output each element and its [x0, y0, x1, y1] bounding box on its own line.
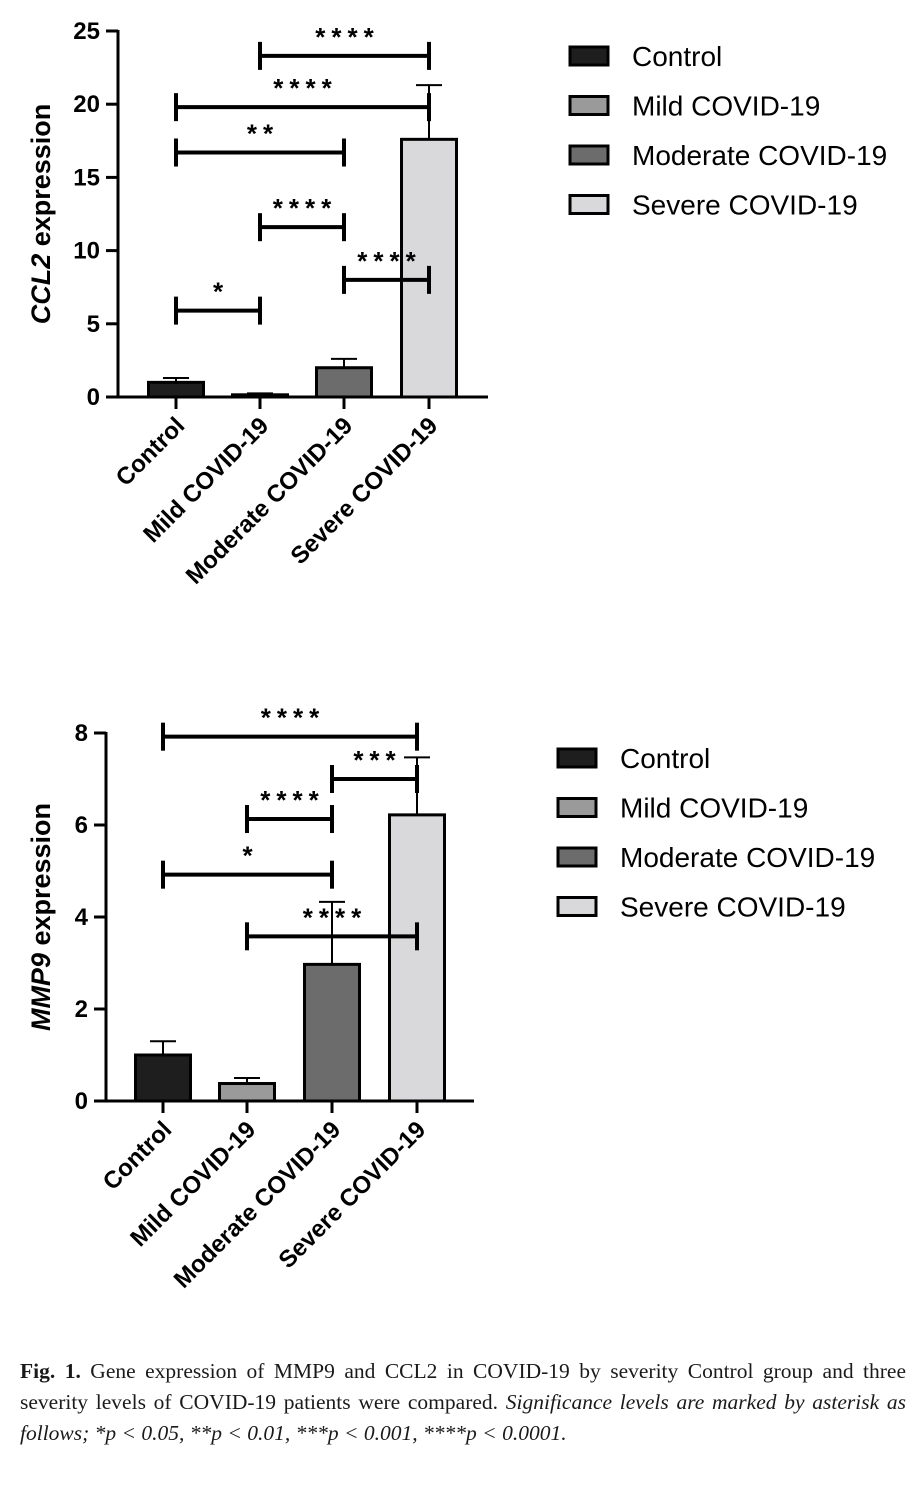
- y-tick-label: 2: [75, 996, 88, 1023]
- legend-swatch-moderate-covid-19: [568, 144, 610, 166]
- y-tick-label: 8: [75, 720, 88, 747]
- x-tick-label: Moderate COVID-19: [169, 1116, 347, 1294]
- y-axis-label-gene: MMP9: [26, 953, 56, 1031]
- mmp9-chart: 0 2 4 6 8 Control Mild COVID-19 Moderate COVID-…: [26, 703, 875, 1294]
- legend-label-control: Control: [620, 743, 710, 774]
- significance-label: ****: [357, 246, 421, 276]
- y-tick-label: 15: [73, 164, 100, 191]
- significance-label: **: [247, 119, 279, 149]
- x-tick-label: Moderate COVID-19: [181, 412, 359, 590]
- y-axis-label: CCL2 expression: [26, 104, 56, 325]
- legend-swatch-severe-covid-19: [568, 194, 610, 215]
- legend-label-mild-covid-19: Mild COVID-19: [620, 793, 808, 824]
- bar-control: [147, 380, 205, 399]
- y-tick-label: 4: [75, 904, 89, 931]
- y-tick-label: 10: [73, 238, 100, 265]
- legend-swatch-moderate-covid-19: [556, 846, 598, 868]
- y-axis-label-suffix: expression: [26, 803, 56, 953]
- legend-label-moderate-covid-19: Moderate COVID-19: [632, 140, 887, 171]
- y-tick-label: 20: [73, 91, 100, 118]
- significance-label: *: [213, 277, 229, 307]
- y-axis-label-suffix: expression: [26, 104, 56, 254]
- legend-swatch-mild-covid-19: [556, 797, 598, 818]
- significance-label: ****: [260, 785, 324, 815]
- legend-swatch-control: [556, 747, 598, 769]
- significance-label: ****: [273, 73, 337, 103]
- significance-label: ****: [273, 193, 337, 223]
- legend-label-severe-covid-19: Severe COVID-19: [632, 190, 858, 221]
- x-tick-label: Control: [98, 1116, 177, 1195]
- bar-moderate-covid-19: [303, 962, 361, 1103]
- significance-label: ****: [315, 22, 379, 52]
- caption-italic: Significance levels are marked by asteri…: [20, 1390, 906, 1445]
- y-axis-label: MMP9 expression: [26, 803, 56, 1031]
- legend-swatch-control: [568, 45, 610, 67]
- significance-label: ****: [303, 902, 367, 932]
- legend-label-control: Control: [632, 41, 722, 72]
- y-tick-label: 6: [75, 812, 88, 839]
- x-tick-label: Control: [111, 412, 190, 491]
- figure-caption: Fig. 1. Gene expression of MMP9 and CCL2…: [20, 1356, 906, 1449]
- ccl2-chart: 0 5 10 15 20 25 Control Mild COVID-19 Moderate C…: [26, 18, 887, 590]
- y-tick-label: 0: [87, 384, 100, 411]
- y-tick-label: 5: [87, 311, 100, 338]
- caption-label: Fig. 1.: [20, 1359, 81, 1383]
- x-tick-label: Severe COVID-19: [273, 1116, 431, 1274]
- bar-control: [134, 1053, 192, 1103]
- bar-moderate-covid-19: [315, 366, 373, 399]
- bar-severe-covid-19: [388, 813, 446, 1103]
- x-tick-label: Severe COVID-19: [285, 412, 443, 570]
- legend-swatch-mild-covid-19: [568, 95, 610, 116]
- significance-label: *: [242, 841, 258, 871]
- legend-label-mild-covid-19: Mild COVID-19: [632, 91, 820, 122]
- y-tick-label: 25: [73, 18, 100, 45]
- bar-mild-covid-19: [218, 1082, 276, 1103]
- legend-swatch-severe-covid-19: [556, 896, 598, 917]
- y-axis-label-gene: CCL2: [26, 254, 56, 325]
- significance-label: ***: [353, 745, 401, 775]
- y-tick-label: 0: [75, 1088, 88, 1115]
- legend-label-severe-covid-19: Severe COVID-19: [620, 892, 846, 923]
- caption-text: Gene expression of MMP9 and CCL2 in COVI…: [20, 1359, 906, 1414]
- legend-label-moderate-covid-19: Moderate COVID-19: [620, 842, 875, 873]
- significance-label: ****: [261, 703, 325, 733]
